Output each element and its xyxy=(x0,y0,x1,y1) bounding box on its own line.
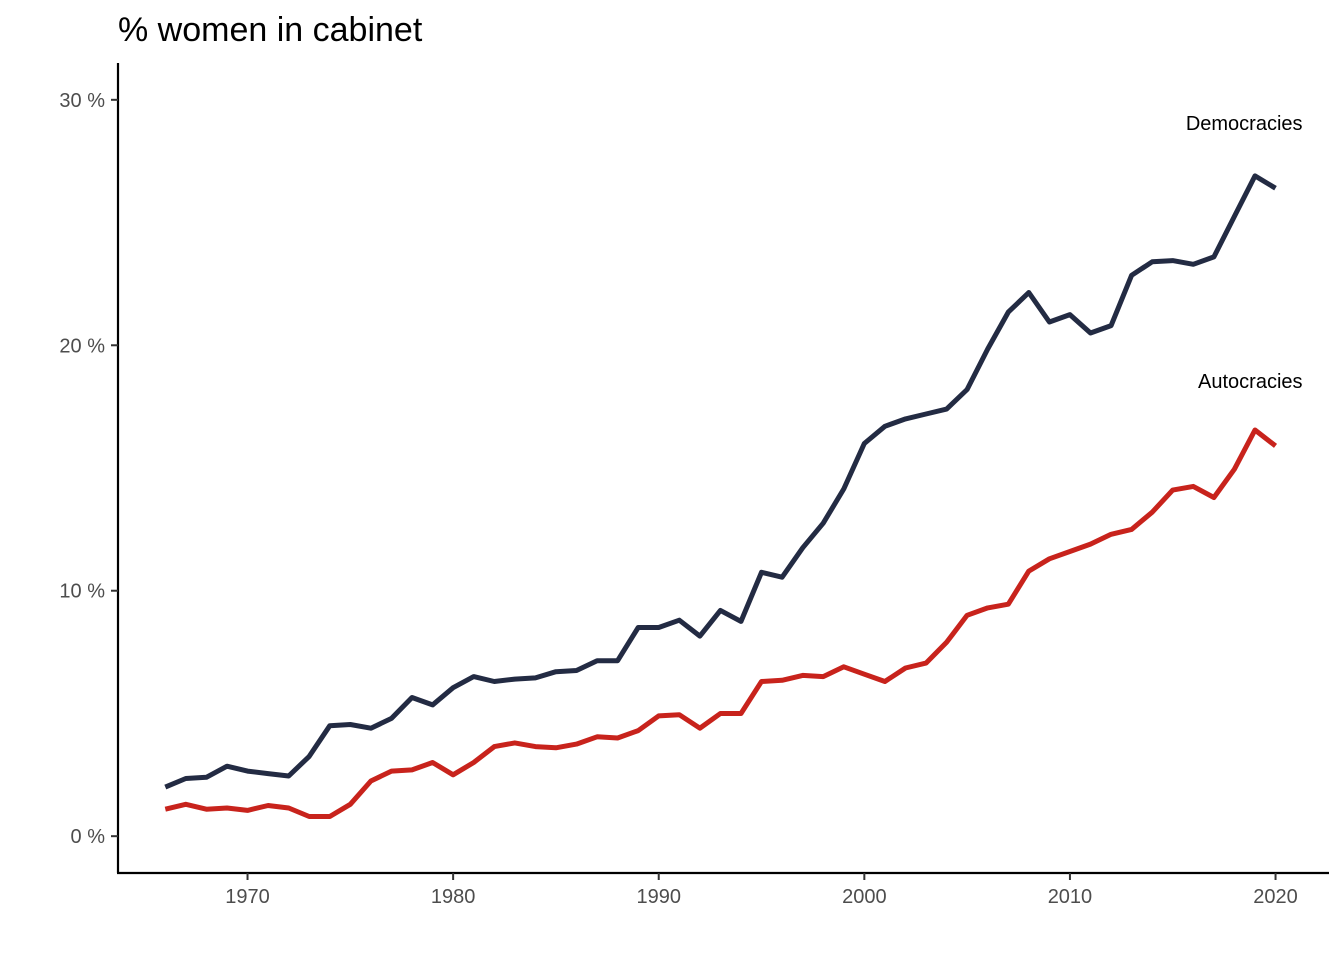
series-labels: Democracies Autocracies xyxy=(1186,113,1303,393)
y-axis-ticks: 0 % 10 % 20 % 30 % xyxy=(59,90,118,848)
chart-title: % women in cabinet xyxy=(118,11,423,49)
x-tick-label: 2020 xyxy=(1253,886,1298,908)
x-tick-label: 1980 xyxy=(431,886,476,908)
series-lines xyxy=(164,173,1278,819)
x-tick-label: 1990 xyxy=(636,886,681,908)
x-tick-label: 2010 xyxy=(1048,886,1093,908)
series-label-autocracies: Autocracies xyxy=(1198,371,1303,393)
x-tick-label: 2000 xyxy=(842,886,887,908)
y-tick-label: 30 % xyxy=(59,90,105,112)
y-tick-label: 10 % xyxy=(59,581,105,603)
x-tick-label: 1970 xyxy=(225,886,270,908)
series-line-autocracies xyxy=(164,427,1278,819)
y-tick-label: 0 % xyxy=(71,826,106,848)
series-line-democracies xyxy=(164,173,1277,790)
y-tick-label: 20 % xyxy=(59,335,105,357)
x-axis-ticks: 1970 1980 1990 2000 2010 2020 xyxy=(225,873,1298,908)
series-label-democracies: Democracies xyxy=(1186,113,1303,135)
